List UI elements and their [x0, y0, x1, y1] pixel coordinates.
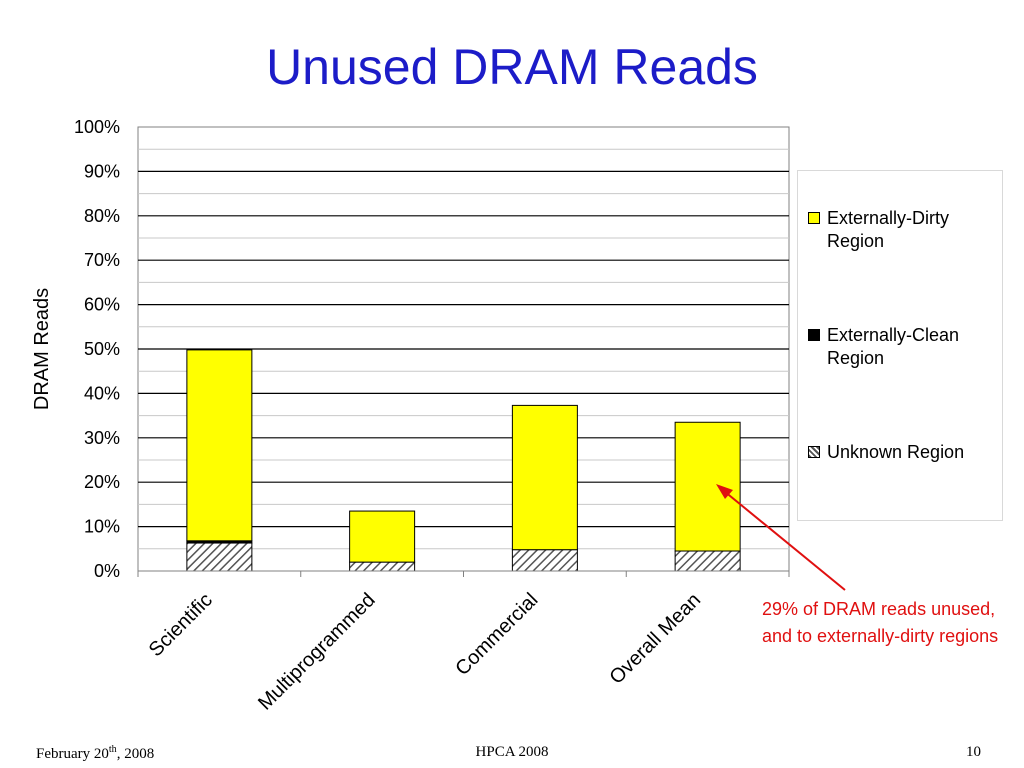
y-tick-label: 0% [94, 561, 120, 581]
bar-segment-unknown [511, 549, 578, 572]
footer-center: HPCA 2008 [475, 744, 549, 760]
slide-title: Unused DRAM Reads [266, 39, 758, 95]
y-tick-label: 50% [84, 339, 120, 359]
legend-label-clean: Externally-Clean Region [827, 325, 960, 368]
bars [186, 349, 741, 572]
legend-swatch-unknown [808, 446, 820, 458]
footer-date: February 20th, 2008 [36, 744, 154, 763]
chart-legend: Externally-Dirty Region Externally-Clean… [797, 170, 1003, 521]
bar-segment-dirty [674, 421, 741, 552]
footer-date-prefix: February 20 [36, 746, 109, 762]
bar-segment-dirty [511, 404, 578, 551]
x-tick-label: Commercial [451, 589, 542, 680]
y-tick-labels: 0% 10% 20% 30% 40% 50% 60% 70% 80% 90% 100% [74, 117, 120, 581]
y-tick-label: 90% [84, 161, 120, 181]
annotation-arrowhead [716, 484, 733, 499]
chart-annotation: 29% of DRAM reads unused, and to externa… [762, 599, 999, 646]
legend-label-unknown: Unknown Region [827, 442, 965, 462]
y-tick-label: 30% [84, 428, 120, 448]
y-tick-label: 40% [84, 383, 120, 403]
bar-segment-unknown [349, 561, 416, 572]
bar-segment-unknown [186, 542, 253, 572]
y-tick-label: 20% [84, 472, 120, 492]
x-tick-label: Overall Mean [606, 589, 706, 689]
footer-date-sup: th [108, 744, 117, 755]
legend-swatch-dirty [808, 212, 820, 224]
y-tick-label: 70% [84, 250, 120, 270]
x-tick-label: Scientific [145, 589, 217, 661]
y-tick-label: 60% [84, 295, 120, 315]
y-axis-label: DRAM Reads [31, 288, 53, 410]
bar-segment-dirty [186, 349, 253, 542]
footer-page-number: 10 [966, 744, 981, 760]
bar-segment-unknown [674, 550, 741, 572]
footer-date-suffix: , 2008 [116, 746, 155, 762]
y-tick-label: 80% [84, 206, 120, 226]
legend-label-dirty: Externally-Dirty Region [827, 208, 950, 251]
x-tick-label: Multiprogrammed [254, 589, 380, 715]
y-tick-label: 10% [84, 517, 120, 537]
y-tick-label: 100% [74, 117, 120, 137]
x-tick-marks [137, 571, 790, 577]
annotation-arrow [723, 490, 846, 591]
legend-swatch-clean [808, 329, 820, 341]
x-tick-labels: Scientific Multiprogrammed Commercial Overa… [145, 589, 705, 715]
bar-segment-dirty [349, 510, 416, 563]
